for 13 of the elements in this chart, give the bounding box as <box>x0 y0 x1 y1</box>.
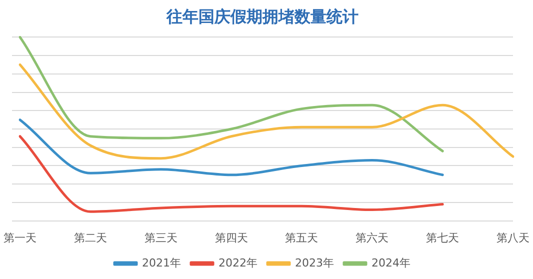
x-tick-label: 第八天 <box>496 231 530 244</box>
chart-title: 往年国庆假期拥堵数量统计 <box>166 6 358 26</box>
x-tick-label: 第三天 <box>144 231 178 244</box>
legend-label: 2023年 <box>295 256 334 270</box>
x-tick-label: 第二天 <box>74 231 107 244</box>
x-tick-label: 第一天 <box>4 231 36 244</box>
legend-label: 2022年 <box>218 256 258 270</box>
x-tick-label: 第六天 <box>356 231 389 244</box>
x-tick-label: 第七天 <box>426 231 460 244</box>
x-tick-label: 第四天 <box>214 231 248 244</box>
legend-label: 2021年 <box>142 256 182 270</box>
legend-label: 2024年 <box>371 256 410 270</box>
x-tick-label: 第五天 <box>285 231 318 244</box>
